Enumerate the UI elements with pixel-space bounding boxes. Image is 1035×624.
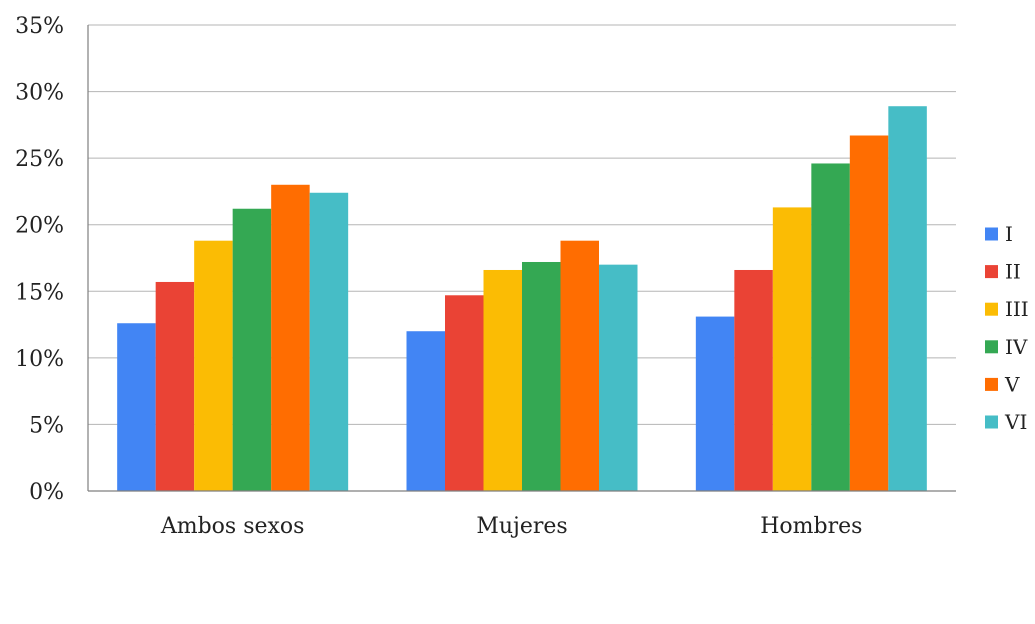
legend-label: V [1004,372,1020,396]
bars [117,106,927,492]
bar-ambos-sexos-iii [194,240,233,491]
bar-hombres-i [695,316,735,491]
bar-mujeres-vi [599,264,638,491]
x-category-label: Hombres [760,514,862,539]
y-tick-label: 0% [29,480,64,505]
legend-label: IV [1005,335,1028,359]
y-tick-label: 25% [15,147,64,172]
bar-mujeres-iv [522,261,561,491]
y-tick-label: 20% [15,214,64,239]
bar-mujeres-iii [483,269,522,491]
x-axis: Ambos sexos Mujeres Hombres [87,25,956,539]
bar-ambos-sexos-ii [155,281,195,491]
bar-hombres-iii [772,207,812,492]
bar-mujeres-ii [445,295,484,491]
y-axis-ticks: 0% 5% 10% 15% 20% 25% 30% 35% [15,14,64,505]
bar-mujeres-i [406,331,445,491]
bar-hombres-iv [811,163,850,491]
x-category-label: Ambos sexos [160,514,305,539]
y-tick-label: 10% [15,347,64,372]
y-tick-label: 15% [15,280,64,305]
legend-swatch [985,340,998,354]
legend-label: VI [1004,410,1027,434]
legend-swatch [985,377,998,391]
legend-swatch [985,227,998,241]
legend-swatch [985,302,998,316]
bar-mujeres-v [560,240,599,491]
bar-ambos-sexos-v [271,184,310,491]
bar-ambos-sexos-i [117,323,156,491]
y-tick-label: 5% [29,413,64,438]
legend-label: III [1005,297,1029,321]
bar-hombres-vi [888,106,927,492]
bar-hombres-ii [734,269,773,491]
legend-swatch [985,265,998,279]
y-tick-label: 35% [15,14,64,39]
bar-hombres-v [849,135,889,491]
legend-label: II [1005,260,1021,284]
legend-swatch [985,415,998,429]
y-tick-label: 30% [15,81,64,106]
bar-ambos-sexos-vi [309,192,349,491]
bar-ambos-sexos-iv [232,208,272,492]
legend-label: I [1005,222,1013,246]
x-category-label: Mujeres [476,514,567,539]
